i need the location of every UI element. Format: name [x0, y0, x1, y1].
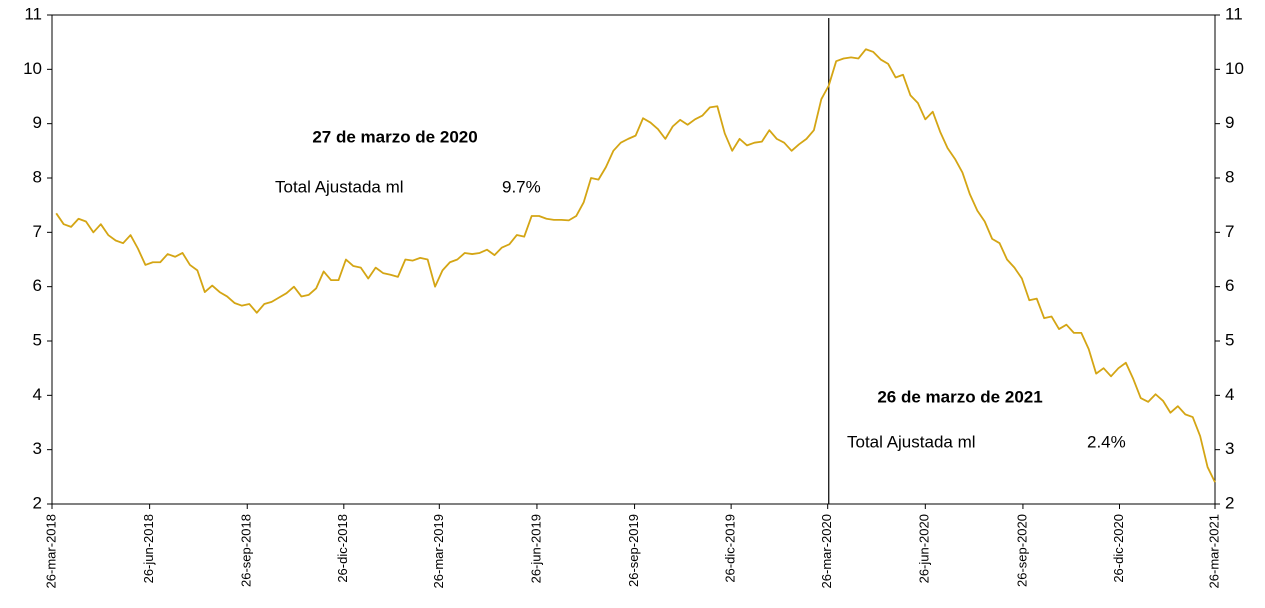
y-tick-label: 6	[33, 276, 42, 295]
y2-tick-label: 3	[1225, 439, 1234, 458]
y-tick-label: 2	[33, 493, 42, 512]
x-tick-label: 26-dic-2018	[335, 514, 350, 583]
data-line	[55, 48, 1216, 483]
annotation-label: Total Ajustada ml	[275, 177, 404, 196]
annotation-label: Total Ajustada ml	[847, 432, 976, 451]
y-tick-label: 4	[33, 385, 42, 404]
x-tick-label: 26-dic-2020	[1111, 514, 1126, 583]
annotation-title: 26 de marzo de 2021	[877, 387, 1042, 406]
y-tick-label: 8	[33, 167, 42, 186]
x-tick-label: 26-mar-2021	[1206, 514, 1221, 588]
y2-tick-label: 6	[1225, 276, 1234, 295]
x-tick-label: 26-sep-2019	[626, 514, 641, 587]
annotation-value: 9.7%	[502, 177, 541, 196]
x-tick-label: 26-dic-2019	[723, 514, 738, 583]
plot-frame	[51, 14, 1216, 505]
y-tick-label: 10	[23, 59, 42, 78]
y-tick-label: 3	[33, 439, 42, 458]
y-tick-label: 7	[33, 222, 42, 241]
annotation-value: 2.4%	[1087, 432, 1126, 451]
y2-tick-label: 4	[1225, 385, 1234, 404]
x-tick-label: 26-jun-2020	[917, 514, 932, 583]
x-tick-label: 26-mar-2019	[431, 514, 446, 588]
x-tick-label: 26-sep-2018	[239, 514, 254, 587]
x-tick-label: 26-sep-2020	[1014, 514, 1029, 587]
y2-tick-label: 2	[1225, 493, 1234, 512]
x-tick-label: 26-mar-2018	[43, 514, 58, 588]
y2-tick-label: 5	[1225, 330, 1234, 349]
x-tick-label: 26-mar-2020	[819, 514, 834, 588]
x-tick-label: 26-jun-2018	[141, 514, 156, 583]
y2-tick-label: 8	[1225, 167, 1234, 186]
annotation-title: 27 de marzo de 2020	[312, 127, 477, 146]
y-tick-label: 11	[24, 4, 42, 23]
y2-tick-label: 9	[1225, 113, 1234, 132]
y-tick-label: 9	[33, 113, 42, 132]
y2-tick-label: 7	[1225, 222, 1234, 241]
x-tick-label: 26-jun-2019	[528, 514, 543, 583]
y2-tick-label: 11	[1225, 4, 1243, 23]
y-tick-label: 5	[33, 330, 42, 349]
y2-tick-label: 10	[1225, 59, 1244, 78]
